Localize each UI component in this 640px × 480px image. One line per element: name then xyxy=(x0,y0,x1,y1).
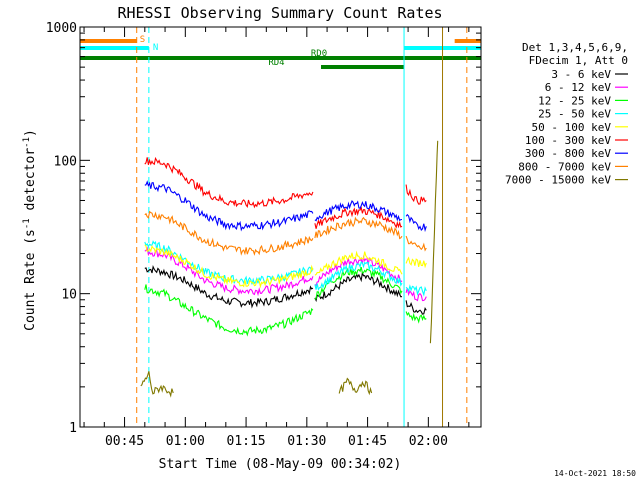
x-axis-label: Start Time (08-May-09 00:34:02) xyxy=(159,457,402,472)
x-tick-label-01-15: 01:15 xyxy=(227,434,266,449)
series-800-7000-kev-segment-1 xyxy=(144,210,314,256)
legend-label-25-50-kev: 25 - 50 keV xyxy=(538,108,611,121)
series-100-300-kev xyxy=(144,156,427,229)
legend-label-100-300-kev: 100 - 300 keV xyxy=(525,134,611,147)
flag-s-label: S xyxy=(140,35,145,45)
series-800-7000-kev xyxy=(144,210,427,256)
series-7000-15000-kev-segment-3 xyxy=(429,140,439,344)
series-12-25-kev-segment-3 xyxy=(405,311,427,324)
x-tick-label-02-00: 02:00 xyxy=(409,434,448,449)
timestamp: 14-Oct-2021 18:50 xyxy=(554,469,636,478)
series-50-100-kev-segment-3 xyxy=(405,256,427,269)
y-label-mid: detector xyxy=(23,148,38,219)
series-7000-15000-kev xyxy=(140,140,439,398)
flag-rd0-label: RD0 xyxy=(311,49,327,59)
series-800-7000-kev-segment-3 xyxy=(405,235,427,252)
plot-frame xyxy=(79,26,482,428)
y-tick-label-100: 100 xyxy=(54,154,77,169)
legend-label-3-6-kev: 3 - 6 keV xyxy=(551,68,611,81)
series-6-12-kev-segment-3 xyxy=(405,287,427,302)
series-300-800-kev xyxy=(144,180,427,233)
series-3-6-kev-segment-2 xyxy=(314,270,403,303)
x-tick-label-01-45: 01:45 xyxy=(348,434,387,449)
series-12-25-kev-segment-1 xyxy=(144,284,314,337)
status-flags: SN RD0 RD4 xyxy=(80,35,481,69)
legend-label-6-12-kev: 6 - 12 keV xyxy=(545,81,612,94)
series-3-6-kev xyxy=(144,264,427,315)
legend-header-2: FDecim 1, Att 0 xyxy=(529,54,628,67)
y-tick-label-1000: 1000 xyxy=(46,21,77,36)
flag-n-label: N xyxy=(153,43,158,53)
plot-series xyxy=(140,140,439,398)
series-300-800-kev-segment-3 xyxy=(405,213,427,233)
legend-label-12-25-kev: 12 - 25 keV xyxy=(538,94,611,107)
y-label-exp1: -1 xyxy=(22,218,32,229)
series-50-100-kev-segment-2 xyxy=(314,250,403,276)
series-50-100-kev xyxy=(144,244,427,289)
series-3-6-kev-segment-3 xyxy=(405,300,427,315)
y-label-main: Count Rate (s xyxy=(23,229,38,331)
series-100-300-kev-segment-2 xyxy=(314,205,403,229)
series-300-800-kev-segment-2 xyxy=(314,199,403,222)
y-axis: 1 10 100 1000 xyxy=(46,21,481,436)
legend-header-1: Det 1,3,4,5,6,9, xyxy=(522,41,628,54)
y-tick-label-1: 1 xyxy=(69,421,77,436)
series-7000-15000-kev-segment-2 xyxy=(338,377,373,396)
x-axis: 00:45 01:00 01:15 01:30 01:45 02:00 xyxy=(83,27,470,449)
legend-label-50-100-kev: 50 - 100 keV xyxy=(532,121,612,134)
series-50-100-kev-segment-1 xyxy=(144,244,314,289)
vertical-markers xyxy=(136,27,468,427)
series-25-50-kev-segment-2 xyxy=(314,261,403,291)
legend: Det 1,3,4,5,6,9,FDecim 1, Att 03 - 6 keV… xyxy=(505,41,628,187)
series-25-50-kev-segment-3 xyxy=(405,284,427,297)
x-tick-label-00-45: 00:45 xyxy=(105,434,144,449)
x-tick-label-01-30: 01:30 xyxy=(287,434,326,449)
flag-s: S xyxy=(80,35,481,45)
series-300-800-kev-segment-1 xyxy=(144,180,314,232)
series-100-300-kev-segment-3 xyxy=(405,184,427,205)
legend-label-300-800-kev: 300 - 800 keV xyxy=(525,147,611,160)
y-label-exp2: -1 xyxy=(22,137,32,148)
x-tick-label-01-00: 01:00 xyxy=(166,434,205,449)
flag-rd4-label: RD4 xyxy=(268,58,284,68)
series-100-300-kev-segment-1 xyxy=(144,156,314,209)
legend-label-800-7000-kev: 800 - 7000 keV xyxy=(518,160,611,173)
flag-rd4: RD4 xyxy=(268,58,405,69)
series-7000-15000-kev-segment-1 xyxy=(140,371,174,398)
chart-title: RHESSI Observing Summary Count Rates xyxy=(117,4,442,22)
series-3-6-kev-segment-1 xyxy=(144,264,314,309)
series-800-7000-kev-segment-2 xyxy=(314,216,403,240)
y-axis-label: Count Rate (s-1 detector-1) xyxy=(22,129,38,331)
y-tick-label-10: 10 xyxy=(61,288,77,303)
y-label-end: ) xyxy=(23,129,38,137)
legend-label-7000-15000-kev: 7000 - 15000 keV xyxy=(505,174,611,187)
